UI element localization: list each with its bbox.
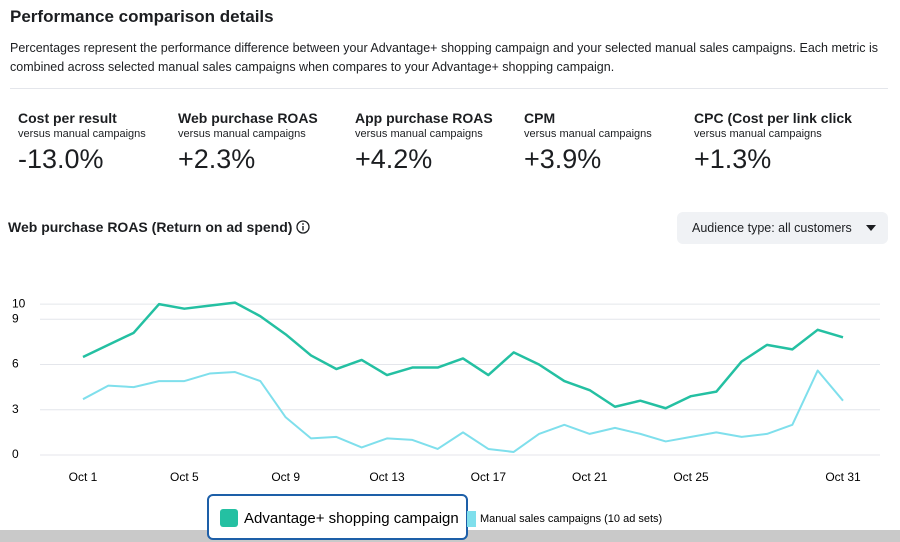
y-tick-label: 10 (12, 296, 26, 310)
metric-subtitle: versus manual campaigns (694, 128, 822, 140)
series-line (82, 369, 844, 453)
series-line (82, 301, 844, 410)
legend: Advantage+ shopping campaign Manual sales… (207, 494, 662, 540)
chart: 0 3 6 910 Oct 1 Oct 5 Oct 9 Oct 13 Oct 17 Oct 21 O… (0, 296, 900, 542)
metric-value: +3.9% (524, 144, 602, 174)
metric-title: CPM (524, 110, 556, 126)
metric-title: App purchase ROAS (355, 110, 493, 126)
metric-title: Web purchase ROAS (178, 110, 318, 126)
metric-subtitle: versus manual campaigns (178, 128, 306, 140)
legend-swatch (220, 509, 238, 527)
metric-value: +4.2% (355, 144, 433, 174)
x-tick-label: Oct 25 (673, 470, 709, 484)
dropdown[interactable]: Audience type: all customers (677, 212, 888, 244)
metric-value: +2.3% (178, 144, 256, 174)
page-title: Performance comparison details (10, 7, 274, 26)
info-icon[interactable] (296, 220, 310, 234)
metric-subtitle: versus manual campaigns (524, 128, 652, 140)
y-tick-label: 3 (12, 402, 19, 416)
description: Percentages represent the performance di… (10, 41, 878, 74)
metric-subtitle: versus manual campaigns (18, 128, 146, 140)
x-tick-label: Oct 17 (471, 470, 507, 484)
x-tick-label: Oct 13 (369, 470, 405, 484)
dropdown-label: Audience type: all customers (692, 221, 852, 235)
divider (10, 88, 888, 89)
y-tick-label: 6 (12, 357, 19, 371)
y-tick-label: 0 (12, 447, 19, 461)
x-tick-label: Oct 31 (825, 470, 861, 484)
metric-title: CPC (Cost per link click (694, 110, 852, 126)
legend-label: Advantage+ shopping campaign (244, 510, 459, 527)
y-tick-label: 9 (12, 311, 19, 325)
metric-subtitle: versus manual campaigns (355, 128, 483, 140)
x-tick-label: Oct 9 (271, 470, 300, 484)
x-tick-label: Oct 5 (170, 470, 199, 484)
legend-swatch (467, 511, 476, 527)
x-tick-label: Oct 21 (572, 470, 608, 484)
chart-title: Web purchase ROAS (Return on ad spend) (8, 219, 293, 235)
legend-label: Manual sales campaigns (10 ad sets) (480, 513, 662, 525)
x-tick-label: Oct 1 (69, 470, 98, 484)
dropdown-arrow (866, 225, 876, 231)
metric-value: +1.3% (694, 144, 772, 174)
metric-value: -13.0% (18, 144, 104, 174)
metric-title: Cost per result (18, 110, 117, 126)
